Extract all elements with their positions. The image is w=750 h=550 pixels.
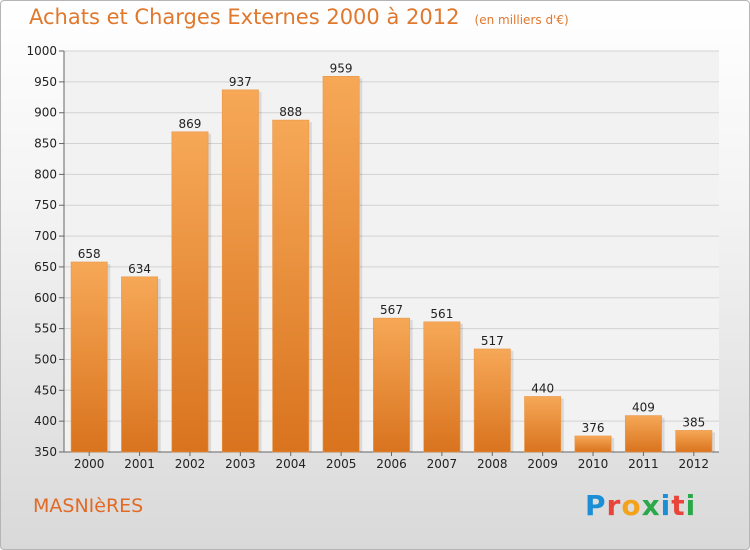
logo-letter: t [671, 489, 686, 522]
bar [524, 396, 562, 453]
logo-letter: x [641, 489, 661, 522]
proxiti-logo[interactable]: Proxiti [585, 489, 696, 522]
title-row: Achats et Charges Externes 2000 à 2012 (… [29, 5, 569, 29]
x-tick-label: 2006 [376, 457, 407, 471]
y-tick-label: 550 [34, 322, 57, 336]
x-tick-label: 2011 [628, 457, 659, 471]
bar [171, 131, 209, 453]
x-tick-label: 2012 [679, 457, 710, 471]
x-tick-label: 2000 [74, 457, 105, 471]
x-tick-label: 2003 [225, 457, 256, 471]
x-tick-label: 2001 [124, 457, 155, 471]
logo-letter: r [606, 489, 622, 522]
y-tick-label: 450 [34, 383, 57, 397]
logo-letter: P [585, 489, 607, 522]
bar [272, 119, 310, 453]
x-tick-label: 2004 [275, 457, 306, 471]
x-tick-label: 2009 [527, 457, 558, 471]
y-tick-label: 950 [34, 75, 57, 89]
data-label: 869 [179, 117, 202, 131]
y-tick-label: 850 [34, 137, 57, 151]
x-tick-label: 2005 [326, 457, 357, 471]
logo-letter: i [660, 489, 672, 522]
data-label: 409 [632, 401, 655, 415]
bar [373, 317, 410, 453]
bar [574, 435, 612, 453]
data-label: 567 [380, 303, 403, 317]
data-label: 440 [531, 381, 554, 395]
bar [473, 348, 511, 453]
x-tick-label: 2010 [578, 457, 609, 471]
x-tick-label: 2008 [477, 457, 508, 471]
data-label: 937 [229, 75, 252, 89]
y-tick-label: 900 [34, 106, 57, 120]
y-tick-label: 650 [34, 260, 57, 274]
chart-title: Achats et Charges Externes 2000 à 2012 [29, 5, 460, 29]
y-tick-label: 1000 [26, 44, 57, 58]
bar [675, 430, 713, 453]
bar [322, 75, 360, 453]
x-tick-label: 2007 [427, 457, 458, 471]
bar [70, 261, 108, 453]
chart-subtitle: (en milliers d'€) [474, 13, 569, 27]
y-tick-label: 350 [34, 445, 57, 459]
y-tick-label: 400 [34, 414, 57, 428]
logo-letter: i [685, 489, 697, 522]
bar [624, 415, 662, 453]
data-label: 658 [78, 247, 101, 261]
y-tick-label: 800 [34, 167, 57, 181]
y-tick-label: 750 [34, 198, 57, 212]
data-label: 959 [330, 61, 353, 75]
bar [423, 321, 461, 453]
data-label: 888 [279, 105, 302, 119]
data-label: 634 [128, 262, 151, 276]
commune-name: MASNIèRES [33, 495, 144, 517]
data-label: 376 [582, 421, 605, 435]
bar [121, 276, 159, 453]
y-tick-label: 700 [34, 229, 57, 243]
x-tick-label: 2002 [175, 457, 206, 471]
data-label: 517 [481, 334, 504, 348]
bar [221, 89, 259, 453]
data-label: 385 [682, 415, 705, 429]
logo-letter: o [621, 489, 642, 522]
y-tick-label: 600 [34, 291, 57, 305]
y-tick-label: 500 [34, 352, 57, 366]
data-label: 561 [430, 307, 453, 321]
